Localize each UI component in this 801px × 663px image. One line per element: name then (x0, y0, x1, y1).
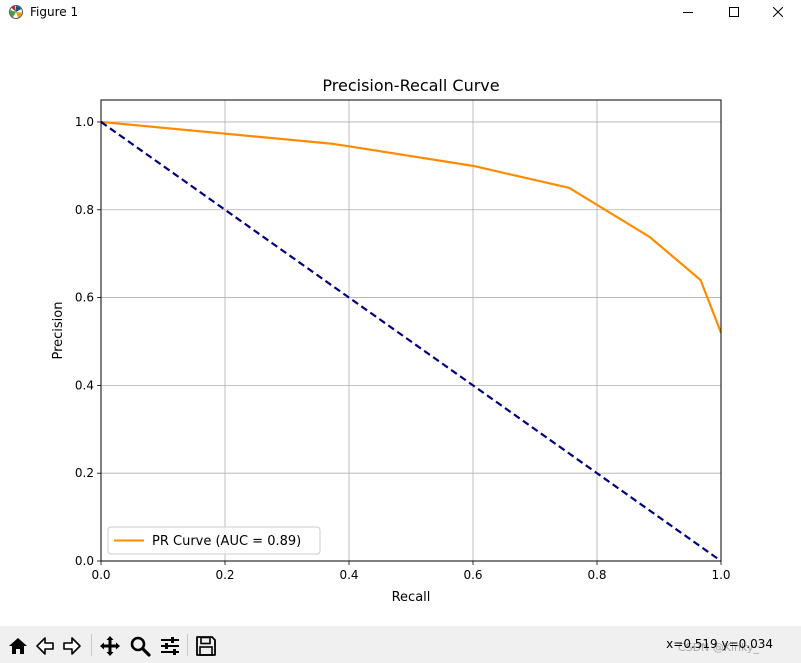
close-icon (773, 7, 783, 17)
navigation-toolbar: CSDN @Kinky_ x=0.519 y=0.034 (0, 626, 801, 663)
grid-lines (100, 100, 722, 562)
legend-box (107, 526, 321, 555)
home-icon (9, 638, 27, 654)
x-tick-label: 0.0 (91, 568, 110, 582)
y-tick-label: 0.8 (75, 203, 94, 217)
y-tick-label: 0.2 (75, 466, 94, 480)
matplotlib-icon (8, 4, 24, 20)
toolbar-separator (187, 634, 188, 656)
minimize-button[interactable] (665, 0, 711, 24)
maximize-button[interactable] (711, 0, 757, 24)
move-icon (100, 636, 120, 656)
figure-canvas[interactable]: 0.0 0.2 0.4 0.6 0.8 1.0 0.0 0.2 0.4 0.6 0.8 1.0 Pre… (0, 24, 801, 626)
arrow-right-icon (63, 637, 81, 655)
magnifier-icon (130, 636, 151, 657)
y-tick-label: 1.0 (75, 115, 94, 129)
window-title: Figure 1 (30, 5, 79, 19)
x-tick-label: 0.8 (587, 568, 606, 582)
x-tick-label: 0.4 (339, 568, 358, 582)
y-axis-label: Precision (51, 301, 66, 359)
maximize-icon (729, 7, 739, 17)
pr-curve-line (101, 120, 721, 334)
back-button[interactable] (33, 634, 57, 658)
watermark: CSDN @Kinky_ (677, 641, 759, 654)
zoom-button[interactable] (128, 634, 152, 658)
toolbar-separator (91, 634, 92, 656)
legend-label-pr-curve: PR Curve (AUC = 0.89) (152, 534, 301, 549)
arrow-left-icon (36, 637, 54, 655)
legend: PR Curve (AUC = 0.89) (107, 526, 321, 555)
diagonal-baseline-line (101, 121, 721, 561)
save-button[interactable] (194, 634, 218, 658)
y-tick-label: 0.0 (75, 554, 94, 568)
chart-title: Precision-Recall Curve (322, 76, 499, 95)
axes-frame (100, 99, 722, 562)
y-tick-label: 0.4 (75, 378, 94, 392)
x-tick-label: 0.2 (215, 568, 234, 582)
cursor-coordinates: x=0.519 y=0.034 (666, 637, 773, 651)
home-button[interactable] (6, 634, 30, 658)
y-tick-label: 0.6 (75, 291, 94, 305)
pan-button[interactable] (98, 634, 122, 658)
x-tick-label: 1.0 (711, 568, 730, 582)
close-button[interactable] (755, 0, 801, 24)
series-layer (101, 120, 721, 561)
title-bar: Figure 1 (0, 0, 801, 24)
sliders-icon (161, 637, 179, 655)
minimize-icon (683, 12, 693, 13)
x-axis-label: Recall (392, 590, 431, 605)
x-tick-label: 0.6 (463, 568, 482, 582)
pr-curve-chart: 0.0 0.2 0.4 0.6 0.8 1.0 0.0 0.2 0.4 0.6 0.8 1.0 Pre… (51, 76, 731, 605)
floppy-disk-icon (196, 636, 216, 656)
configure-subplots-button[interactable] (158, 634, 182, 658)
axis-ticks: 0.0 0.2 0.4 0.6 0.8 1.0 0.0 0.2 0.4 0.6 0.8 1.0 (75, 115, 731, 582)
forward-button[interactable] (60, 634, 84, 658)
